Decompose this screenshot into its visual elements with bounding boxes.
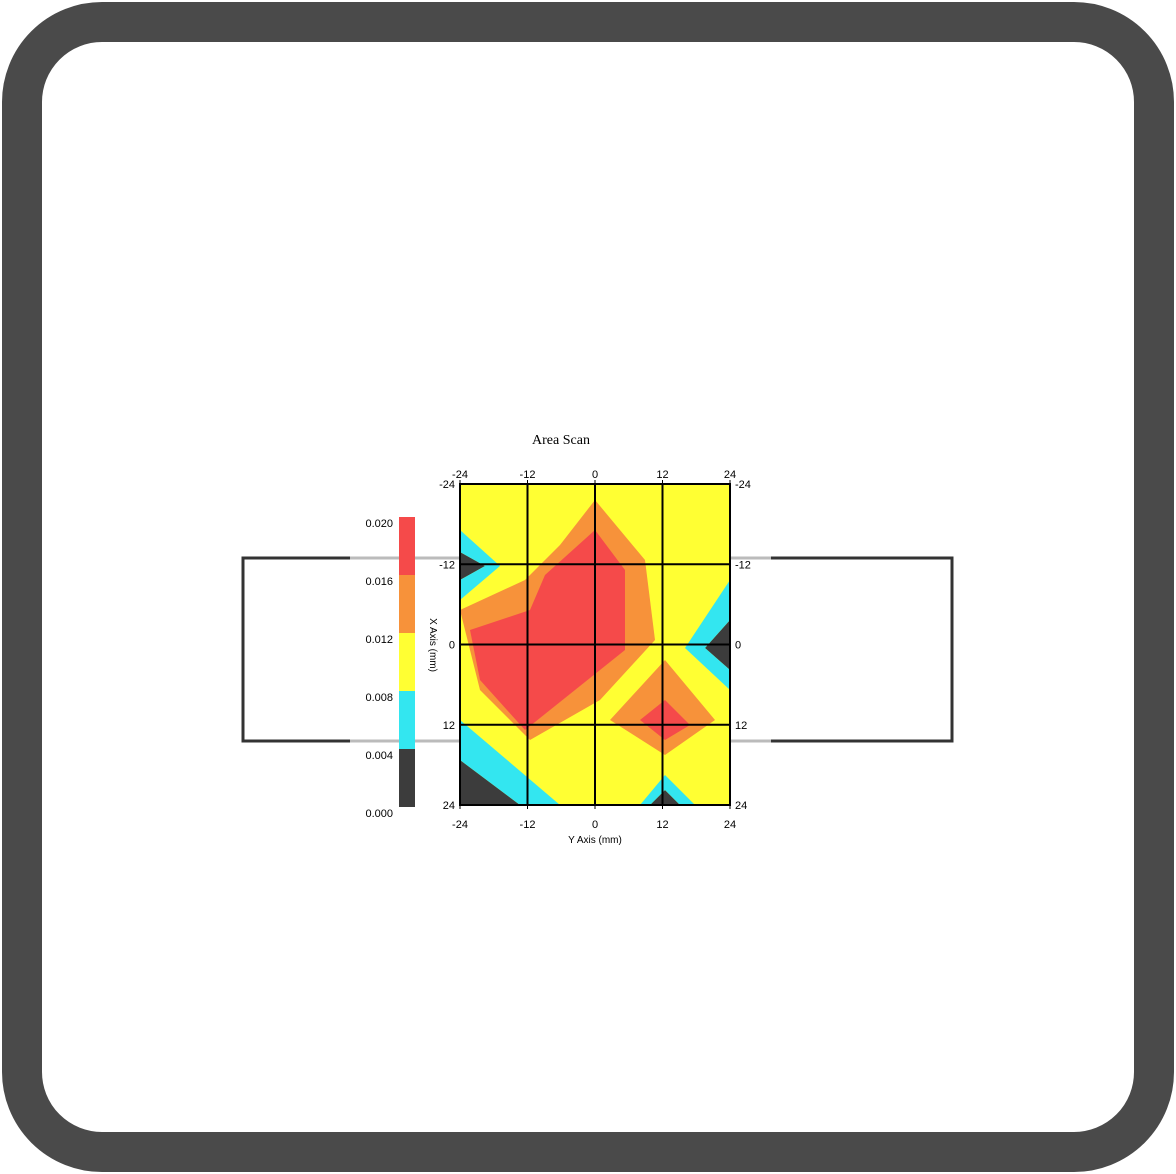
legend-label: 0.012: [365, 634, 393, 646]
y-tick-label-left: 12: [443, 720, 455, 732]
y-tick-label-right: -12: [735, 559, 751, 571]
y-tick-label-left: 0: [449, 640, 455, 652]
chart-title: Area Scan: [532, 433, 590, 448]
y-tick-label-left: -24: [439, 479, 455, 491]
x-axis-label: Y Axis (mm): [568, 835, 622, 846]
x-tick-label-top: 24: [724, 469, 736, 481]
x-tick-label-bottom: 12: [656, 819, 668, 831]
x-tick-label-bottom: 24: [724, 819, 736, 831]
left-bracket: [241, 556, 350, 743]
x-tick-label-top: 0: [592, 469, 598, 481]
x-tick-label-top: -12: [520, 469, 536, 481]
y-tick-label-right: 0: [735, 640, 741, 652]
grid-lines: [460, 484, 730, 805]
x-tick-label-top: -24: [452, 469, 468, 481]
y-tick-label-right: -24: [735, 479, 751, 491]
legend-label: 0.008: [365, 692, 393, 704]
x-tick-label-bottom: -24: [452, 819, 468, 831]
contour-red: [470, 530, 690, 740]
contour-cyan: [460, 530, 730, 805]
legend-label: 0.016: [365, 576, 393, 588]
legend-color-swatch: [399, 749, 415, 807]
x-tick-label-bottom: 0: [592, 819, 598, 831]
legend-color-swatch: [399, 691, 415, 749]
y-tick-label-right: 24: [735, 800, 747, 812]
legend-color-swatch: [399, 575, 415, 633]
right-bracket: [771, 556, 954, 743]
legend-color-swatch: [399, 633, 415, 691]
legend-label: 0.000: [365, 808, 393, 820]
legend-color-swatch: [399, 517, 415, 575]
x-tick-label-top: 12: [656, 469, 668, 481]
y-tick-label-left: -12: [439, 559, 455, 571]
x-tick-label-bottom: -12: [520, 819, 536, 831]
color-legend: 0.020 0.016 0.012 0.008 0.004 0.000: [365, 517, 415, 820]
y-tick-label-left: 24: [443, 800, 455, 812]
legend-label: 0.020: [365, 518, 393, 530]
y-tick-label-right: 12: [735, 720, 747, 732]
legend-label: 0.004: [365, 750, 393, 762]
y-axis-label: X Axis (mm): [427, 618, 438, 672]
